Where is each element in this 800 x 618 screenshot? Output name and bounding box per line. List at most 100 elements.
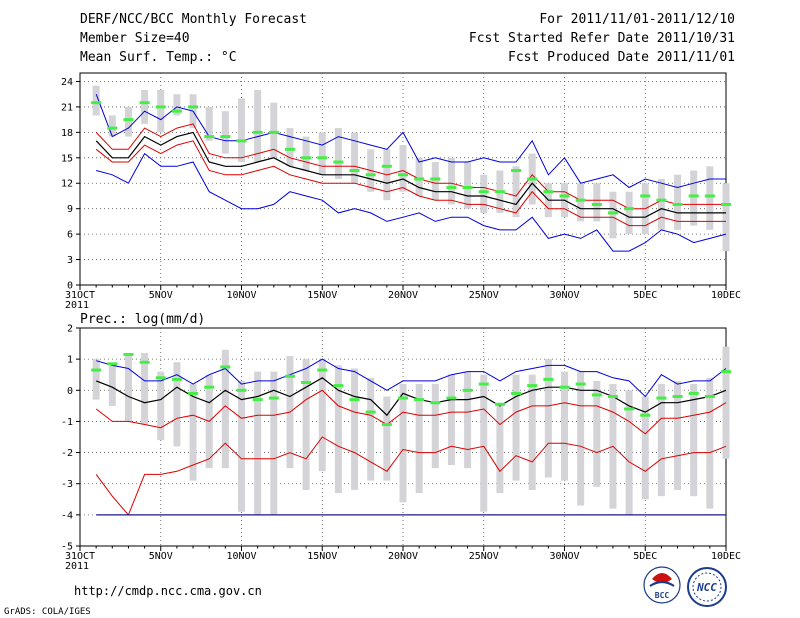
temperature-variable-label: Mean Surf. Temp.: °C xyxy=(80,50,237,65)
prec-observed-marker xyxy=(721,370,731,374)
prec-spread-box xyxy=(189,384,197,481)
prec-spread-box xyxy=(544,359,552,478)
temp-spread-box xyxy=(480,174,488,213)
prec-spread-box xyxy=(254,371,262,515)
prec-xtick-label: 31OCT xyxy=(65,551,95,562)
prec-spread-box xyxy=(415,384,423,494)
temp-spread-box xyxy=(722,183,730,252)
temp-observed-marker xyxy=(688,194,699,198)
prec-observed-marker xyxy=(301,381,312,384)
website-url[interactable]: http://cmdp.ncc.cma.gov.cn xyxy=(74,584,262,598)
temp-observed-marker xyxy=(656,198,667,202)
prec-spread-box xyxy=(431,384,439,469)
temp-spread-box xyxy=(108,115,116,137)
temp-mean-line xyxy=(95,131,726,218)
temp-xtick-label: 15NOV xyxy=(307,290,337,301)
prec-observed-marker xyxy=(543,377,554,381)
prec-observed-marker xyxy=(559,385,570,389)
bcc-logo-text: BCC xyxy=(655,591,670,600)
prec-spread-box xyxy=(706,377,714,509)
prec-spread-box xyxy=(157,371,165,441)
prec-spread-box xyxy=(593,380,601,487)
temperature-panel: 0 3 6 9 12 15 18 21 24 31OCT 5NOV 10NOV 15NOV 20NOV 25… xyxy=(61,72,741,311)
prec-ytick-label: -4 xyxy=(61,510,73,521)
temp-spread-box xyxy=(157,89,165,133)
prec-spread-box xyxy=(464,371,472,469)
temp-spread-box xyxy=(351,132,359,184)
precipitation-variable-label: Prec.: log(mm/d) xyxy=(80,312,205,327)
prec-ytick-label: 0 xyxy=(67,386,73,397)
temp-observed-marker xyxy=(236,139,247,143)
temp-xtick-label: 25NOV xyxy=(469,290,499,301)
temp-observed-marker xyxy=(220,135,231,139)
prec-observed-marker xyxy=(268,396,279,400)
temp-observed-marker xyxy=(365,173,376,177)
temp-observed-marker xyxy=(139,101,150,105)
temp-xtick-label: 30NOV xyxy=(549,290,579,301)
prec-observed-marker xyxy=(704,395,715,399)
temp-observed-marker xyxy=(704,194,715,198)
temp-observed-marker xyxy=(188,105,199,109)
forecast-produced-date: Fcst Produced Date 2011/11/01 xyxy=(508,50,735,65)
temp-ytick-label: 15 xyxy=(61,153,73,164)
prec-xtick-label: 15NOV xyxy=(307,551,337,562)
prec-spread-box xyxy=(302,359,310,490)
prec-observed-marker xyxy=(575,382,586,386)
prec-observed-marker xyxy=(284,374,295,378)
prec-spread-box xyxy=(173,362,181,447)
temp-spread-box xyxy=(238,98,245,163)
prec-observed-marker xyxy=(333,384,344,388)
prec-ytick-label: 2 xyxy=(67,324,73,335)
temp-observed-marker xyxy=(575,198,586,202)
temp-ytick-label: 12 xyxy=(61,179,73,190)
temp-spread-box xyxy=(577,183,585,222)
prec-observed-marker xyxy=(123,352,134,356)
prec-xtick-label: 10NOV xyxy=(226,551,256,562)
member-size: Member Size=40 xyxy=(80,31,190,46)
prec-observed-marker xyxy=(188,391,199,395)
prec-spread-box xyxy=(318,359,326,472)
prec-xtick-label: 25NOV xyxy=(469,551,499,562)
prec-observed-marker xyxy=(349,398,360,402)
prec-ytick-label: -1 xyxy=(61,417,73,428)
temp-spread-box xyxy=(334,128,342,179)
prec-xtick-label: 30NOV xyxy=(549,551,579,562)
forecast-period: For 2011/11/01-2011/12/10 xyxy=(539,12,735,27)
prec-observed-marker xyxy=(365,410,376,414)
temp-observed-marker xyxy=(591,202,602,206)
prec-spread-box xyxy=(577,371,585,506)
temp-spread-box xyxy=(92,85,100,116)
temp-observed-marker xyxy=(107,126,118,130)
prec-mean-line xyxy=(95,377,727,417)
prec-spread-box xyxy=(625,390,633,515)
temp-xtick-label: 5NOV xyxy=(149,290,173,301)
temp-spread-box xyxy=(593,183,601,222)
temp-observed-marker xyxy=(543,190,554,194)
temp-spread-box xyxy=(141,89,149,124)
temp-spread-box xyxy=(447,157,455,205)
prec-observed-marker xyxy=(204,385,215,389)
prec-observed-marker xyxy=(446,396,457,400)
prec-spread-box xyxy=(124,356,132,422)
prec-ytick-label: 1 xyxy=(67,355,73,366)
temp-observed-marker xyxy=(624,207,635,211)
prec-observed-marker xyxy=(139,360,150,364)
temp-observed-marker xyxy=(301,156,312,160)
temp-spread-box xyxy=(205,106,213,141)
temp-spread-box xyxy=(657,179,665,230)
prec-observed-marker xyxy=(478,382,489,386)
prec-observed-marker xyxy=(107,362,118,366)
prec-observed-marker xyxy=(155,376,166,380)
prec-observed-marker xyxy=(381,423,392,427)
temp-observed-marker xyxy=(381,164,392,168)
prec-observed-marker xyxy=(656,396,667,400)
prec-observed-marker xyxy=(252,398,263,402)
prec-observed-marker xyxy=(607,395,618,399)
prec-xtick-label: 10DEC xyxy=(711,551,741,562)
precipitation-panel: -5 -4 -3 -2 -1 0 1 2 31OCT 5NOV 10NOV 15NOV 20NOV 25N… xyxy=(61,324,741,573)
prec-spread-box xyxy=(641,396,649,500)
temp-observed-marker xyxy=(494,190,505,194)
prec-spread-box xyxy=(399,384,407,503)
temp-spread-box xyxy=(706,166,714,230)
